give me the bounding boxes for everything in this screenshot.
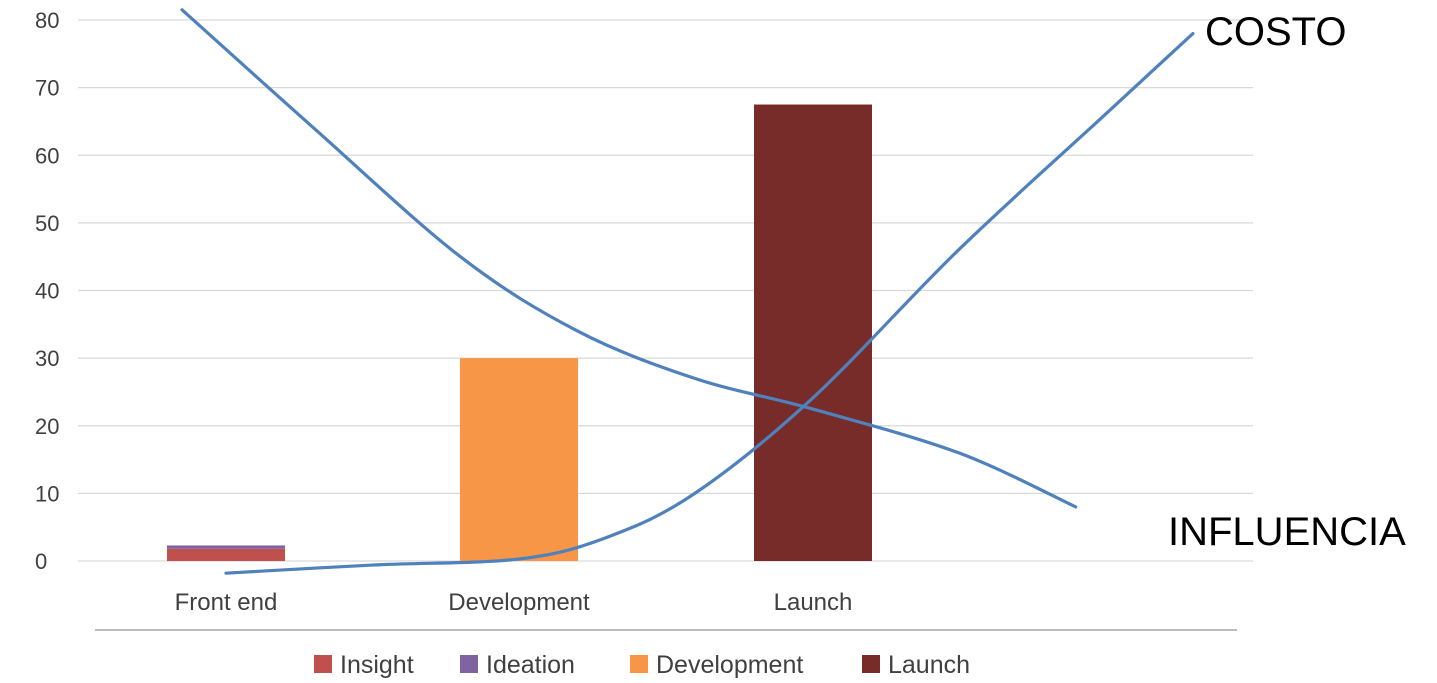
y-tick-label: 70 [35, 76, 59, 101]
bar-insight-front-end [167, 548, 285, 561]
legend-swatch-ideation [460, 655, 478, 673]
y-tick-label: 10 [35, 481, 59, 506]
costo-annotation: COSTO [1205, 10, 1347, 54]
influencia-annotation: INFLUENCIA [1168, 510, 1406, 554]
y-tick-label: 80 [35, 8, 59, 33]
influencia-curve [180, 8, 1078, 509]
category-label: Launch [774, 589, 853, 616]
overlay-curves [180, 8, 1195, 575]
bars [167, 104, 872, 561]
y-tick-label: 60 [35, 143, 59, 168]
bar-development-development [460, 358, 578, 561]
category-label: Front end [175, 589, 278, 616]
y-axis-ticks: 0 10 20 30 40 50 60 70 80 [35, 8, 59, 574]
legend-label-launch: Launch [888, 651, 970, 679]
x-axis-categories: Front end Development Launch [175, 589, 853, 616]
legend-label-insight: Insight [340, 651, 414, 679]
y-tick-label: 0 [35, 549, 47, 574]
y-tick-label: 20 [35, 414, 59, 439]
y-tick-label: 40 [35, 279, 59, 304]
bar-launch-launch [754, 104, 872, 561]
legend-swatch-development [630, 655, 648, 673]
bar-ideation-front-end [167, 545, 285, 549]
costo-curve [224, 31, 1195, 575]
legend-label-ideation: Ideation [486, 651, 575, 679]
legend-swatch-launch [862, 655, 880, 673]
legend: Insight Ideation Development Launch [314, 651, 970, 679]
y-tick-label: 50 [35, 211, 59, 236]
legend-swatch-insight [314, 655, 332, 673]
y-tick-label: 30 [35, 346, 59, 371]
gridlines [78, 19, 1253, 562]
category-label: Development [448, 589, 590, 616]
legend-label-development: Development [656, 651, 803, 679]
